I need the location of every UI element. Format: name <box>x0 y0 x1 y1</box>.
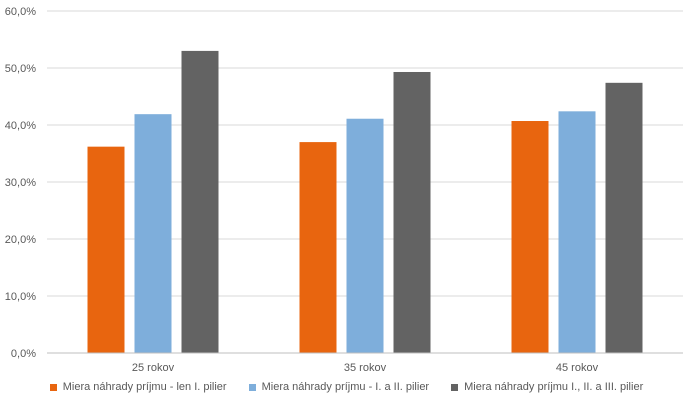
bar-3-3 <box>605 82 643 353</box>
y-tick-label: 60,0% <box>5 6 36 18</box>
bar-1-1 <box>87 146 125 353</box>
y-tick-label: 50,0% <box>5 63 36 75</box>
bar-3-2 <box>393 71 431 354</box>
y-tick-label: 40,0% <box>5 120 36 132</box>
legend-item-series-2: Miera náhrady príjmu - I. a II. pilier <box>248 381 430 393</box>
x-axis-categories: 25 rokov 35 rokov 45 rokov <box>132 362 599 374</box>
legend-item-series-3: Miera náhrady príjmu I., II. a III. pili… <box>451 381 643 393</box>
y-tick-label: 20,0% <box>5 234 36 246</box>
bar-2-2 <box>346 118 384 353</box>
y-tick-label: 10,0% <box>5 291 36 303</box>
y-tick-label: 30,0% <box>5 177 36 189</box>
bar-3-1 <box>181 50 219 354</box>
bar-chart: 0,0% 10,0% 20,0% 30,0% 40,0% 50,0% 60,0% 25 ro… <box>5 6 683 374</box>
legend-label-series-1: Miera náhrady príjmu - len I. pilier <box>62 381 227 393</box>
bar-2-1 <box>134 114 172 353</box>
x-category-label: 45 rokov <box>556 362 599 374</box>
bar-1-3 <box>511 121 549 353</box>
bars <box>87 50 643 354</box>
legend-swatch-series-2 <box>248 383 256 391</box>
legend-swatch-series-1 <box>49 383 57 391</box>
y-tick-label: 0,0% <box>11 348 36 360</box>
bar-2-3 <box>558 111 596 353</box>
x-category-label: 35 rokov <box>344 362 387 374</box>
y-axis-ticks: 0,0% 10,0% 20,0% 30,0% 40,0% 50,0% 60,0% <box>5 6 36 360</box>
bar-1-2 <box>299 142 337 353</box>
legend-label-series-2: Miera náhrady príjmu - I. a II. pilier <box>261 381 430 393</box>
legend-swatch-series-3 <box>451 383 459 391</box>
x-category-label: 25 rokov <box>132 362 175 374</box>
legend-label-series-3: Miera náhrady príjmu I., II. a III. pili… <box>464 381 644 393</box>
legend-item-series-1: Miera náhrady príjmu - len I. pilier <box>49 381 227 393</box>
legend: Miera náhrady príjmu - len I. pilier Mie… <box>0 381 693 393</box>
